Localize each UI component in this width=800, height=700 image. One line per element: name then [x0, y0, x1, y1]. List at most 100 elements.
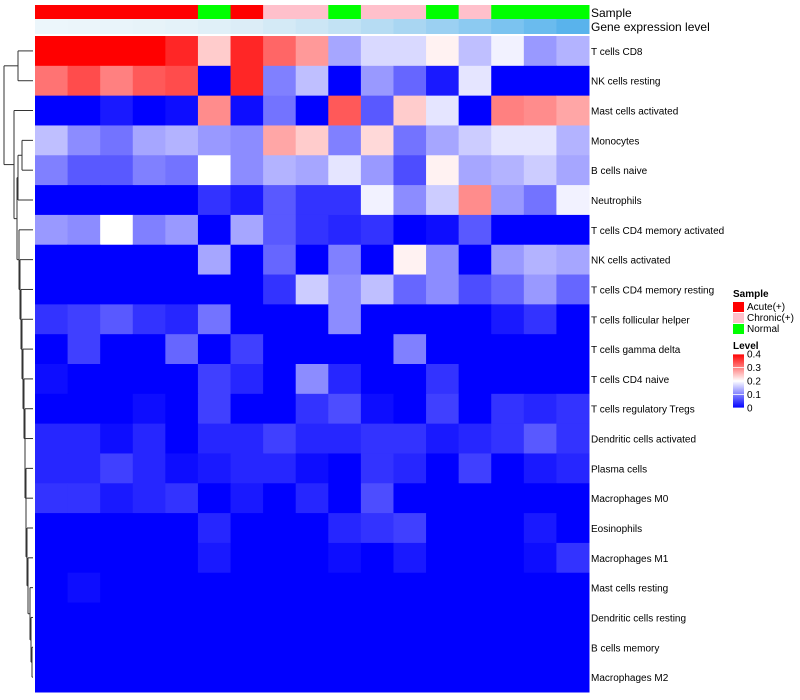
heatmap-cell — [263, 214, 297, 246]
row-label: Mast cells resting — [591, 584, 668, 595]
heatmap-cell — [295, 602, 329, 633]
heatmap-cell — [491, 572, 525, 604]
heatmap-cell — [35, 662, 69, 693]
heatmap-cell — [100, 155, 134, 186]
row-label: Dendritic cells activated — [591, 435, 696, 446]
heatmap-cell — [458, 95, 492, 126]
heatmap-cell — [67, 155, 101, 186]
heatmap-cell — [230, 304, 264, 335]
heatmap-cell — [393, 155, 427, 186]
heatmap-cell — [491, 632, 525, 663]
heatmap-cell — [426, 393, 460, 425]
heatmap-cell — [295, 453, 329, 484]
heatmap-cell — [426, 214, 460, 246]
heatmap-cell — [165, 602, 199, 633]
heatmap-cell — [426, 334, 460, 365]
heatmap-cell — [230, 65, 264, 97]
heatmap-cell — [263, 334, 297, 365]
heatmap-cell — [426, 364, 460, 395]
heatmap-cell — [328, 334, 362, 365]
heatmap-cell — [328, 304, 362, 335]
heatmap-cell — [556, 423, 590, 454]
heatmap-cell — [100, 185, 134, 216]
legend-sample-label: Normal — [747, 324, 779, 335]
heatmap-cell — [67, 662, 101, 693]
heatmap-cell — [35, 214, 69, 246]
heatmap-cell — [426, 304, 460, 335]
heatmap-cell — [491, 36, 525, 67]
heatmap-cell — [458, 453, 492, 484]
heatmap-cell — [523, 274, 557, 305]
heatmap-cell — [165, 214, 199, 246]
heatmap-cell — [556, 453, 590, 484]
expression-annotation-label: Gene expression level — [591, 20, 710, 34]
heatmap-cell — [35, 542, 69, 574]
heatmap-cell — [35, 334, 69, 365]
heatmap-cell — [295, 36, 329, 67]
heatmap-cell — [458, 483, 492, 514]
sample-annotation-cell — [263, 5, 297, 19]
heatmap-cell — [491, 453, 525, 484]
heatmap-cell — [360, 334, 394, 365]
expression-annotation-cell — [35, 19, 69, 34]
heatmap-cell — [230, 364, 264, 395]
heatmap-cell — [523, 423, 557, 454]
heatmap-cell — [165, 125, 199, 156]
heatmap-cell — [197, 393, 232, 425]
row-label: Mast cells activated — [591, 107, 678, 118]
heatmap-cell — [230, 483, 264, 514]
row-label: B cells naive — [591, 166, 648, 177]
heatmap-cell — [360, 423, 394, 454]
row-label: T cells follicular helper — [591, 315, 690, 326]
heatmap-cell — [197, 36, 232, 67]
heatmap-cell — [360, 453, 394, 484]
row-label: T cells gamma delta — [591, 345, 681, 356]
sample-annotation-cell — [458, 5, 492, 19]
heatmap-cell — [197, 662, 232, 693]
heatmap-cell — [230, 513, 264, 544]
heatmap-cell — [393, 542, 427, 574]
heatmap-cell — [458, 244, 492, 276]
heatmap-cell — [393, 334, 427, 365]
heatmap-cell — [67, 36, 101, 67]
heatmap-cell — [132, 304, 166, 335]
heatmap-cell — [100, 393, 134, 425]
heatmap-cell — [523, 65, 557, 97]
heatmap-cell — [35, 95, 69, 126]
heatmap-cell — [491, 423, 525, 454]
heatmap-cell — [295, 423, 329, 454]
heatmap-cell — [393, 364, 427, 395]
heatmap-cell — [132, 423, 166, 454]
heatmap-cell — [35, 304, 69, 335]
sample-annotation-cell — [328, 5, 362, 19]
heatmap-cell — [556, 36, 590, 67]
heatmap-cell — [263, 364, 297, 395]
row-label: Dendritic cells resting — [591, 613, 686, 624]
row-label: Macrophages M2 — [591, 673, 669, 684]
heatmap-cell — [556, 65, 590, 97]
heatmap-cell — [230, 602, 264, 633]
heatmap-cell — [360, 155, 394, 186]
heatmap-cell — [295, 274, 329, 305]
heatmap-cell — [426, 36, 460, 67]
heatmap-cell — [100, 36, 134, 67]
heatmap-cell — [491, 214, 525, 246]
heatmap-cell — [295, 364, 329, 395]
expression-annotation-cell — [295, 19, 329, 34]
row-label: Eosinophils — [591, 524, 642, 535]
heatmap-cell — [263, 36, 297, 67]
heatmap-cell — [523, 364, 557, 395]
heatmap-cell — [360, 304, 394, 335]
heatmap-cell — [132, 274, 166, 305]
row-label: T cells CD4 memory activated — [591, 226, 724, 237]
heatmap-cell — [556, 572, 590, 604]
heatmap-cell — [328, 364, 362, 395]
legend-level-tick-label: 0.3 — [747, 363, 761, 374]
heatmap-cell — [132, 453, 166, 484]
heatmap-cell — [197, 185, 232, 216]
heatmap-cell — [458, 423, 492, 454]
heatmap-cell — [360, 36, 394, 67]
heatmap-cell — [230, 274, 264, 305]
heatmap-cell — [458, 155, 492, 186]
heatmap-cell — [132, 364, 166, 395]
